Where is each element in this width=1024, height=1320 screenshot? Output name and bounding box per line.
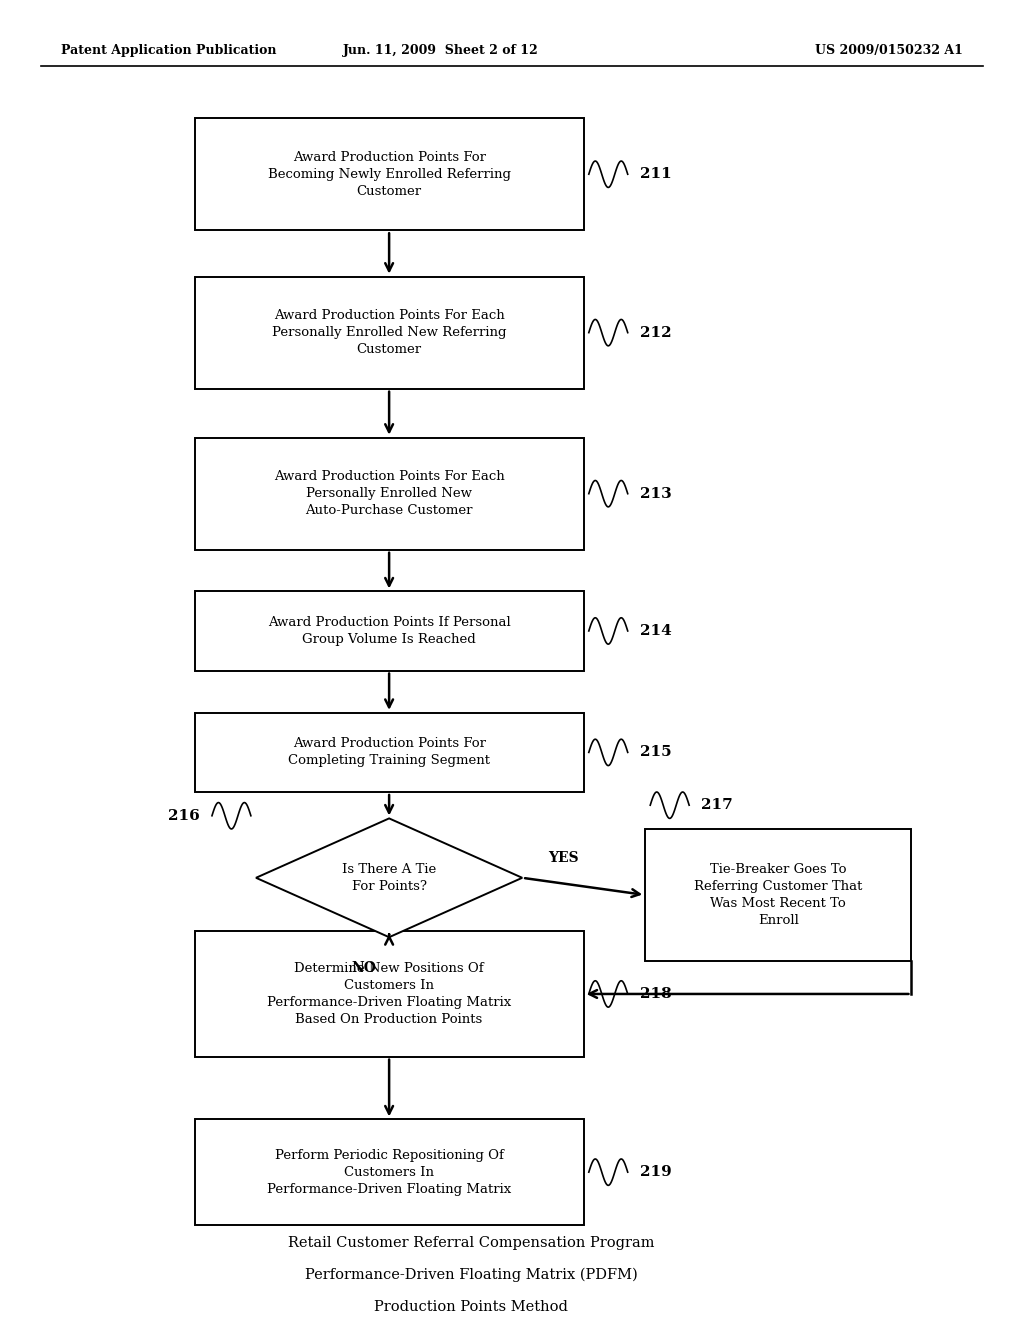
Text: 218: 218 bbox=[640, 987, 672, 1001]
Text: YES: YES bbox=[548, 850, 579, 865]
Text: Award Production Points For
Becoming Newly Enrolled Referring
Customer: Award Production Points For Becoming New… bbox=[267, 150, 511, 198]
Text: Jun. 11, 2009  Sheet 2 of 12: Jun. 11, 2009 Sheet 2 of 12 bbox=[342, 44, 539, 57]
Text: Retail Customer Referral Compensation Program: Retail Customer Referral Compensation Pr… bbox=[288, 1237, 654, 1250]
Text: Perform Periodic Repositioning Of
Customers In
Performance-Driven Floating Matri: Perform Periodic Repositioning Of Custom… bbox=[267, 1148, 511, 1196]
Bar bbox=[195, 277, 584, 388]
Bar bbox=[195, 1119, 584, 1225]
Text: Is There A Tie
For Points?: Is There A Tie For Points? bbox=[342, 863, 436, 892]
Text: Patent Application Publication: Patent Application Publication bbox=[61, 44, 276, 57]
Text: 213: 213 bbox=[640, 487, 672, 500]
Text: 217: 217 bbox=[701, 799, 733, 812]
Text: Production Points Method: Production Points Method bbox=[374, 1300, 568, 1313]
Bar bbox=[195, 438, 584, 549]
Text: 214: 214 bbox=[640, 624, 672, 638]
Text: 212: 212 bbox=[640, 326, 672, 339]
Text: 216: 216 bbox=[168, 809, 200, 822]
Bar bbox=[645, 829, 911, 961]
Bar bbox=[195, 713, 584, 792]
Text: Award Production Points For Each
Personally Enrolled New
Auto-Purchase Customer: Award Production Points For Each Persona… bbox=[273, 470, 505, 517]
Text: NO: NO bbox=[351, 961, 376, 975]
Polygon shape bbox=[256, 818, 522, 937]
Text: US 2009/0150232 A1: US 2009/0150232 A1 bbox=[815, 44, 963, 57]
Text: Award Production Points For
Completing Training Segment: Award Production Points For Completing T… bbox=[288, 738, 490, 767]
Bar bbox=[195, 117, 584, 230]
Text: 219: 219 bbox=[640, 1166, 672, 1179]
Text: 211: 211 bbox=[640, 168, 672, 181]
Text: Tie-Breaker Goes To
Referring Customer That
Was Most Recent To
Enroll: Tie-Breaker Goes To Referring Customer T… bbox=[694, 863, 862, 927]
Text: Performance-Driven Floating Matrix (PDFM): Performance-Driven Floating Matrix (PDFM… bbox=[305, 1269, 637, 1282]
Bar bbox=[195, 932, 584, 1056]
Text: Award Production Points If Personal
Group Volume Is Reached: Award Production Points If Personal Grou… bbox=[267, 616, 511, 645]
Text: Award Production Points For Each
Personally Enrolled New Referring
Customer: Award Production Points For Each Persona… bbox=[271, 309, 507, 356]
Bar bbox=[195, 591, 584, 671]
Text: 215: 215 bbox=[640, 746, 672, 759]
Text: Determine New Positions Of
Customers In
Performance-Driven Floating Matrix
Based: Determine New Positions Of Customers In … bbox=[267, 962, 511, 1026]
